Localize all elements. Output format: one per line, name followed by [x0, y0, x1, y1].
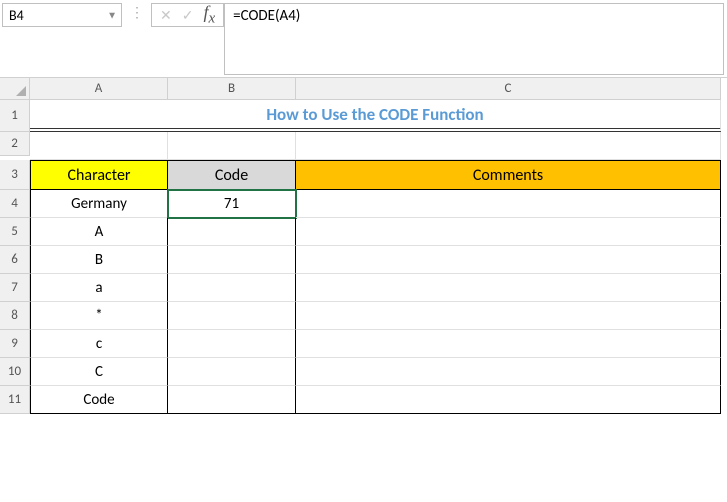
cell-B9[interactable]: [168, 330, 296, 358]
cell-B5[interactable]: [168, 218, 296, 246]
row-header-7[interactable]: 7: [0, 274, 30, 302]
spreadsheet-grid: A B C 1 How to Use the CODE Function 2 3…: [0, 78, 727, 414]
header-comments[interactable]: Comments: [296, 160, 721, 190]
header-code[interactable]: Code: [168, 160, 296, 190]
cancel-icon[interactable]: ✕: [160, 7, 172, 24]
cell-C9[interactable]: [296, 330, 721, 358]
cell-A10[interactable]: C: [30, 358, 168, 386]
col-header-A[interactable]: A: [30, 78, 168, 100]
cell-A11[interactable]: Code: [30, 386, 168, 414]
row-header-4[interactable]: 4: [0, 190, 30, 218]
accept-icon[interactable]: ✓: [182, 7, 194, 24]
formula-bar: B4 ▼ ⋮ ✕ ✓ fx =CODE(A4): [0, 0, 727, 78]
cell-C5[interactable]: [296, 218, 721, 246]
cell-B11[interactable]: [168, 386, 296, 414]
cell-B6[interactable]: [168, 246, 296, 274]
cell-A8[interactable]: *: [30, 302, 168, 330]
row-header-8[interactable]: 8: [0, 302, 30, 330]
title-cell[interactable]: How to Use the CODE Function: [30, 100, 721, 132]
cell-B7[interactable]: [168, 274, 296, 302]
row-header-6[interactable]: 6: [0, 246, 30, 274]
cell-B2[interactable]: [168, 132, 296, 160]
row-header-11[interactable]: 11: [0, 386, 30, 414]
col-header-B[interactable]: B: [168, 78, 296, 100]
name-box-dropdown-icon[interactable]: ▼: [107, 9, 117, 22]
divider-dots-icon: ⋮: [122, 0, 151, 25]
row-header-5[interactable]: 5: [0, 218, 30, 246]
row-header-9[interactable]: 9: [0, 330, 30, 358]
row-header-1[interactable]: 1: [0, 100, 30, 132]
cell-A7[interactable]: a: [30, 274, 168, 302]
fx-icon[interactable]: fx: [203, 2, 215, 28]
cell-A9[interactable]: c: [30, 330, 168, 358]
header-character[interactable]: Character: [30, 160, 168, 190]
row-header-3[interactable]: 3: [0, 160, 30, 190]
cell-C7[interactable]: [296, 274, 721, 302]
name-box[interactable]: B4 ▼: [2, 3, 122, 27]
cell-A2[interactable]: [30, 132, 168, 160]
row-header-10[interactable]: 10: [0, 358, 30, 386]
cell-C8[interactable]: [296, 302, 721, 330]
cell-C6[interactable]: [296, 246, 721, 274]
cell-A4[interactable]: Germany: [30, 190, 168, 218]
formula-text: =CODE(A4): [233, 7, 300, 25]
formula-input[interactable]: =CODE(A4): [224, 3, 724, 75]
cell-C4[interactable]: [296, 190, 721, 218]
col-header-C[interactable]: C: [296, 78, 721, 100]
name-box-value: B4: [9, 7, 24, 24]
fx-controls: ✕ ✓ fx: [151, 3, 224, 27]
cell-A6[interactable]: B: [30, 246, 168, 274]
cell-C2[interactable]: [296, 132, 721, 160]
cell-B10[interactable]: [168, 358, 296, 386]
cell-A5[interactable]: A: [30, 218, 168, 246]
row-header-2[interactable]: 2: [0, 132, 30, 156]
cell-B8[interactable]: [168, 302, 296, 330]
select-all-corner[interactable]: [0, 78, 30, 100]
cell-B4[interactable]: 71: [168, 190, 296, 218]
cell-C10[interactable]: [296, 358, 721, 386]
cell-C11[interactable]: [296, 386, 721, 414]
